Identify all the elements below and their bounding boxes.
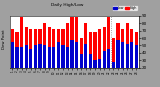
Bar (71, 39, 74, 83)
Bar (121, 29, 124, 83)
Bar (15, 47, 19, 83)
Text: Daily High/Low: Daily High/Low (51, 3, 84, 7)
Bar (52, 29, 55, 83)
Bar (29, 49, 32, 83)
Bar (89, 54, 92, 83)
Bar (107, 17, 110, 83)
Bar (112, 38, 115, 83)
Bar (66, 47, 69, 83)
Text: Dew Point: Dew Point (2, 29, 6, 49)
Bar (11, 29, 14, 83)
Bar (48, 47, 51, 83)
Bar (24, 46, 28, 83)
Bar (121, 42, 124, 83)
Bar (24, 27, 28, 83)
Bar (38, 44, 42, 83)
Bar (116, 39, 120, 83)
Bar (20, 17, 23, 83)
Bar (126, 44, 129, 83)
Bar (34, 29, 37, 83)
Bar (80, 54, 83, 83)
Bar (103, 27, 106, 83)
Bar (57, 42, 60, 83)
Bar (98, 29, 101, 83)
Bar (66, 23, 69, 83)
Bar (126, 23, 129, 83)
Bar (93, 60, 97, 83)
Bar (34, 46, 37, 83)
Bar (135, 32, 138, 83)
Bar (130, 29, 133, 83)
Bar (75, 42, 78, 83)
Bar (80, 38, 83, 83)
Bar (98, 59, 101, 83)
Bar (84, 23, 88, 83)
Bar (61, 29, 64, 83)
Bar (135, 46, 138, 83)
Bar (71, 17, 74, 83)
Bar (43, 46, 46, 83)
Bar (107, 49, 110, 83)
Bar (61, 46, 64, 83)
Bar (84, 44, 88, 83)
Bar (38, 29, 42, 83)
Bar (48, 27, 51, 83)
Bar (75, 17, 78, 83)
Bar (93, 32, 97, 83)
Bar (89, 32, 92, 83)
Bar (29, 29, 32, 83)
Bar (15, 32, 19, 83)
Bar (130, 42, 133, 83)
Bar (52, 47, 55, 83)
Bar (103, 51, 106, 83)
Bar (43, 23, 46, 83)
Bar (20, 47, 23, 83)
Bar (116, 23, 120, 83)
Legend: Low, High: Low, High (113, 6, 138, 11)
Bar (11, 42, 14, 83)
Bar (112, 62, 115, 83)
Bar (57, 29, 60, 83)
